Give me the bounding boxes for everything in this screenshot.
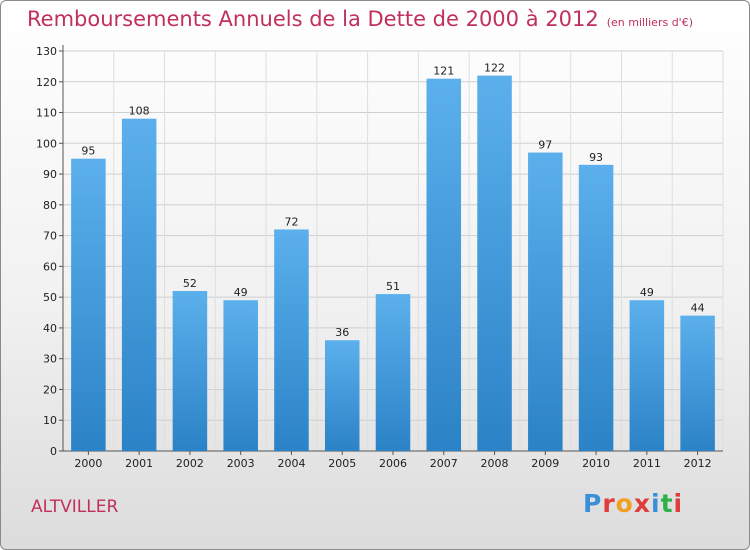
y-tick-label: 10 xyxy=(43,414,57,427)
bar-2009 xyxy=(528,152,563,452)
bar-2010 xyxy=(578,164,614,451)
logo-letter: i xyxy=(651,489,661,518)
bar-2011 xyxy=(629,300,665,451)
y-tick-label: 20 xyxy=(43,383,57,396)
data-labels: 95 108 52 49 72 36 51 121 122 97 93 49 44 xyxy=(81,62,704,340)
x-tick-label-2001: 2001 xyxy=(125,457,153,470)
data-label-2012: 44 xyxy=(691,302,705,315)
bar-2012 xyxy=(680,315,715,451)
y-tick-label: 0 xyxy=(50,445,57,458)
logo-letter: i xyxy=(673,489,684,518)
chart-title: Remboursements Annuels de la Dette de 20… xyxy=(27,7,693,31)
y-tick-label: 40 xyxy=(43,322,57,335)
logo-letter: r xyxy=(602,489,616,518)
x-tick-label-2003: 2003 xyxy=(227,457,255,470)
chart-title-text: Remboursements Annuels de la Dette de 20… xyxy=(27,7,599,31)
data-label-2008: 122 xyxy=(484,62,505,75)
bar-2004 xyxy=(274,229,309,451)
city-name: ALTVILLER xyxy=(31,497,119,517)
chart-unit: (en milliers d'€) xyxy=(606,16,693,29)
data-label-2011: 49 xyxy=(640,286,654,299)
y-tick-label: 30 xyxy=(43,353,57,366)
bar-2005 xyxy=(324,340,360,451)
x-tick-label-2004: 2004 xyxy=(277,457,305,470)
y-tick-label: 130 xyxy=(36,45,57,58)
x-tick-label-2011: 2011 xyxy=(633,457,661,470)
proxiti-logo[interactable]: Proxiti xyxy=(583,489,683,518)
x-tick-label-2008: 2008 xyxy=(481,457,509,470)
data-label-2004: 72 xyxy=(284,215,298,228)
y-tick-label: 50 xyxy=(43,291,57,304)
x-tick-label-2007: 2007 xyxy=(430,457,458,470)
data-label-2001: 108 xyxy=(129,105,150,118)
data-label-2005: 36 xyxy=(335,326,349,339)
y-tick-label: 60 xyxy=(43,260,57,273)
y-tick-label: 100 xyxy=(36,137,57,150)
data-label-2003: 49 xyxy=(234,286,248,299)
y-tick-label: 90 xyxy=(43,168,57,181)
x-tick-label-2010: 2010 xyxy=(582,457,610,470)
y-tick-label: 80 xyxy=(43,199,57,212)
bar-2001 xyxy=(121,118,157,451)
logo-letter: o xyxy=(615,489,634,518)
x-tick-label-2006: 2006 xyxy=(379,457,407,470)
y-tick-label: 110 xyxy=(36,107,57,120)
data-label-2006: 51 xyxy=(386,280,400,293)
y-tick-label: 120 xyxy=(36,76,57,89)
x-tick-label-2012: 2012 xyxy=(684,457,712,470)
data-label-2002: 52 xyxy=(183,277,197,290)
x-tick-label-2002: 2002 xyxy=(176,457,204,470)
bar-2007 xyxy=(426,78,462,451)
bar-2000 xyxy=(71,158,106,451)
logo-letter: t xyxy=(660,489,674,518)
data-label-2010: 93 xyxy=(589,151,603,164)
bar-2008 xyxy=(477,75,512,451)
logo-letter: x xyxy=(633,489,651,518)
data-label-2009: 97 xyxy=(538,139,552,152)
x-tick-label-2009: 2009 xyxy=(531,457,559,470)
bars xyxy=(71,75,715,452)
x-tick-label-2000: 2000 xyxy=(74,457,102,470)
x-tick-label-2005: 2005 xyxy=(328,457,356,470)
data-label-2007: 121 xyxy=(433,65,454,78)
bar-2002 xyxy=(172,291,208,451)
y-tick-label: 70 xyxy=(43,230,57,243)
bar-2006 xyxy=(375,294,411,451)
data-label-2000: 95 xyxy=(81,145,95,158)
bar-2003 xyxy=(223,300,258,451)
logo-letter: P xyxy=(583,489,603,518)
